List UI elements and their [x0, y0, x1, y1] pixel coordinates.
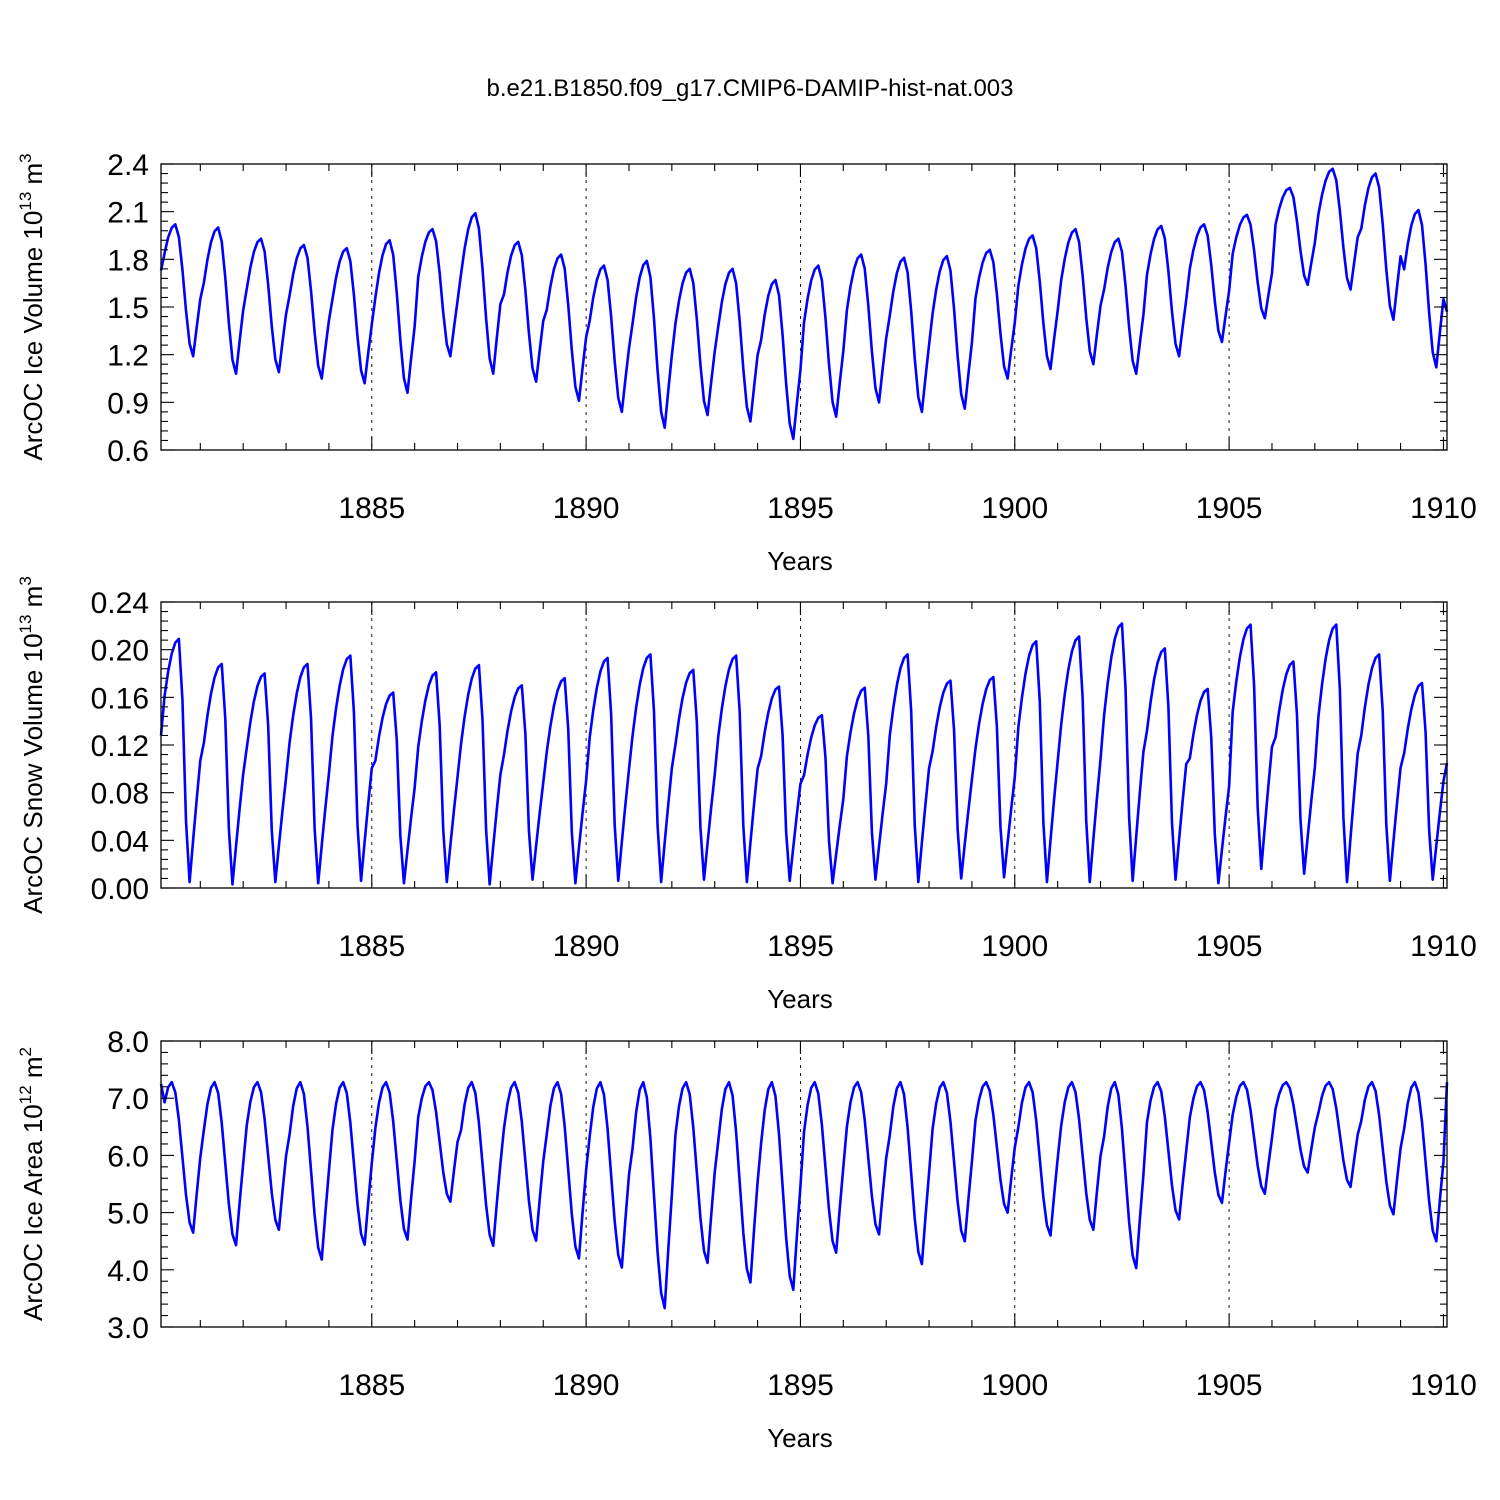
series-line-ice-area — [159, 1080, 1449, 1310]
y-tick-label: 0.9 — [107, 387, 149, 420]
y-tick-label: 3.0 — [107, 1312, 149, 1345]
series-line-snow-volume — [159, 622, 1449, 886]
series-line-ice-volume — [159, 167, 1449, 441]
x-tick-label: 1895 — [767, 930, 834, 963]
x-axis-label: Years — [767, 984, 833, 1014]
x-tick-label: 1900 — [981, 1369, 1048, 1402]
x-tick-label: 1890 — [553, 1369, 620, 1402]
y-axis-label: ArcOC Snow Volume 1013 m3 — [16, 576, 48, 914]
y-axis-label: ArcOC Ice Volume 1013 m3 — [16, 153, 48, 460]
y-tick-label: 0.24 — [91, 587, 149, 620]
x-tick-label: 1905 — [1196, 1369, 1263, 1402]
x-tick-label: 1890 — [553, 492, 620, 525]
y-tick-label: 5.0 — [107, 1198, 149, 1231]
x-tick-label: 1905 — [1196, 930, 1263, 963]
y-tick-label: 6.0 — [107, 1140, 149, 1173]
y-axis-label: ArcOC Ice Area 1012 m2 — [16, 1047, 48, 1321]
panel-ice-volume: 1885 1890 1895 1900 1905 1910 0.6 0.9 1.2 1.5 1.8 2… — [16, 149, 1477, 576]
y-tick-label: 2.4 — [107, 149, 149, 182]
x-tick-label: 1895 — [767, 492, 834, 525]
y-tick-label: 7.0 — [107, 1083, 149, 1116]
plot-frame — [160, 1040, 1448, 1328]
panels: 1885 1890 1895 1900 1905 1910 0.6 0.9 1.2 1.5 1.8 2… — [16, 149, 1477, 1453]
y-tick-label: 2.1 — [107, 197, 149, 230]
x-tick-label: 1910 — [1410, 1369, 1477, 1402]
x-tick-label: 1890 — [553, 930, 620, 963]
x-tick-label: 1910 — [1410, 930, 1477, 963]
x-axis-label: Years — [767, 546, 833, 576]
x-tick-label: 1885 — [338, 492, 405, 525]
panel-ice-area: 1885 1890 1895 1900 1905 1910 3.0 4.0 5.0 6.0 7.0 8… — [16, 1026, 1477, 1453]
y-tick-label: 0.12 — [91, 730, 149, 763]
figure-title: b.e21.B1850.f09_g17.CMIP6-DAMIP-hist-nat… — [487, 75, 1014, 102]
x-tick-label: 1900 — [981, 930, 1048, 963]
x-tick-label: 1910 — [1410, 492, 1477, 525]
y-tick-label: 8.0 — [107, 1026, 149, 1059]
x-tick-label: 1905 — [1196, 492, 1263, 525]
y-tick-label: 0.6 — [107, 435, 149, 468]
y-tick-label: 1.5 — [107, 292, 149, 325]
x-axis-label: Years — [767, 1423, 833, 1453]
y-tick-label: 0.08 — [91, 778, 149, 811]
x-tick-label: 1885 — [338, 1369, 405, 1402]
x-tick-label: 1900 — [981, 492, 1048, 525]
y-tick-label: 1.2 — [107, 340, 149, 373]
y-tick-label: 0.16 — [91, 682, 149, 715]
y-tick-label: 1.8 — [107, 244, 149, 277]
x-tick-label: 1885 — [338, 930, 405, 963]
y-tick-label: 4.0 — [107, 1255, 149, 1288]
y-tick-label: 0.00 — [91, 873, 149, 906]
y-tick-label: 0.20 — [91, 635, 149, 668]
y-tick-label: 0.04 — [91, 825, 149, 858]
x-tick-label: 1895 — [767, 1369, 834, 1402]
panel-snow-volume: 1885 1890 1895 1900 1905 1910 0.00 0.04 0.08 0.12… — [16, 576, 1477, 1014]
